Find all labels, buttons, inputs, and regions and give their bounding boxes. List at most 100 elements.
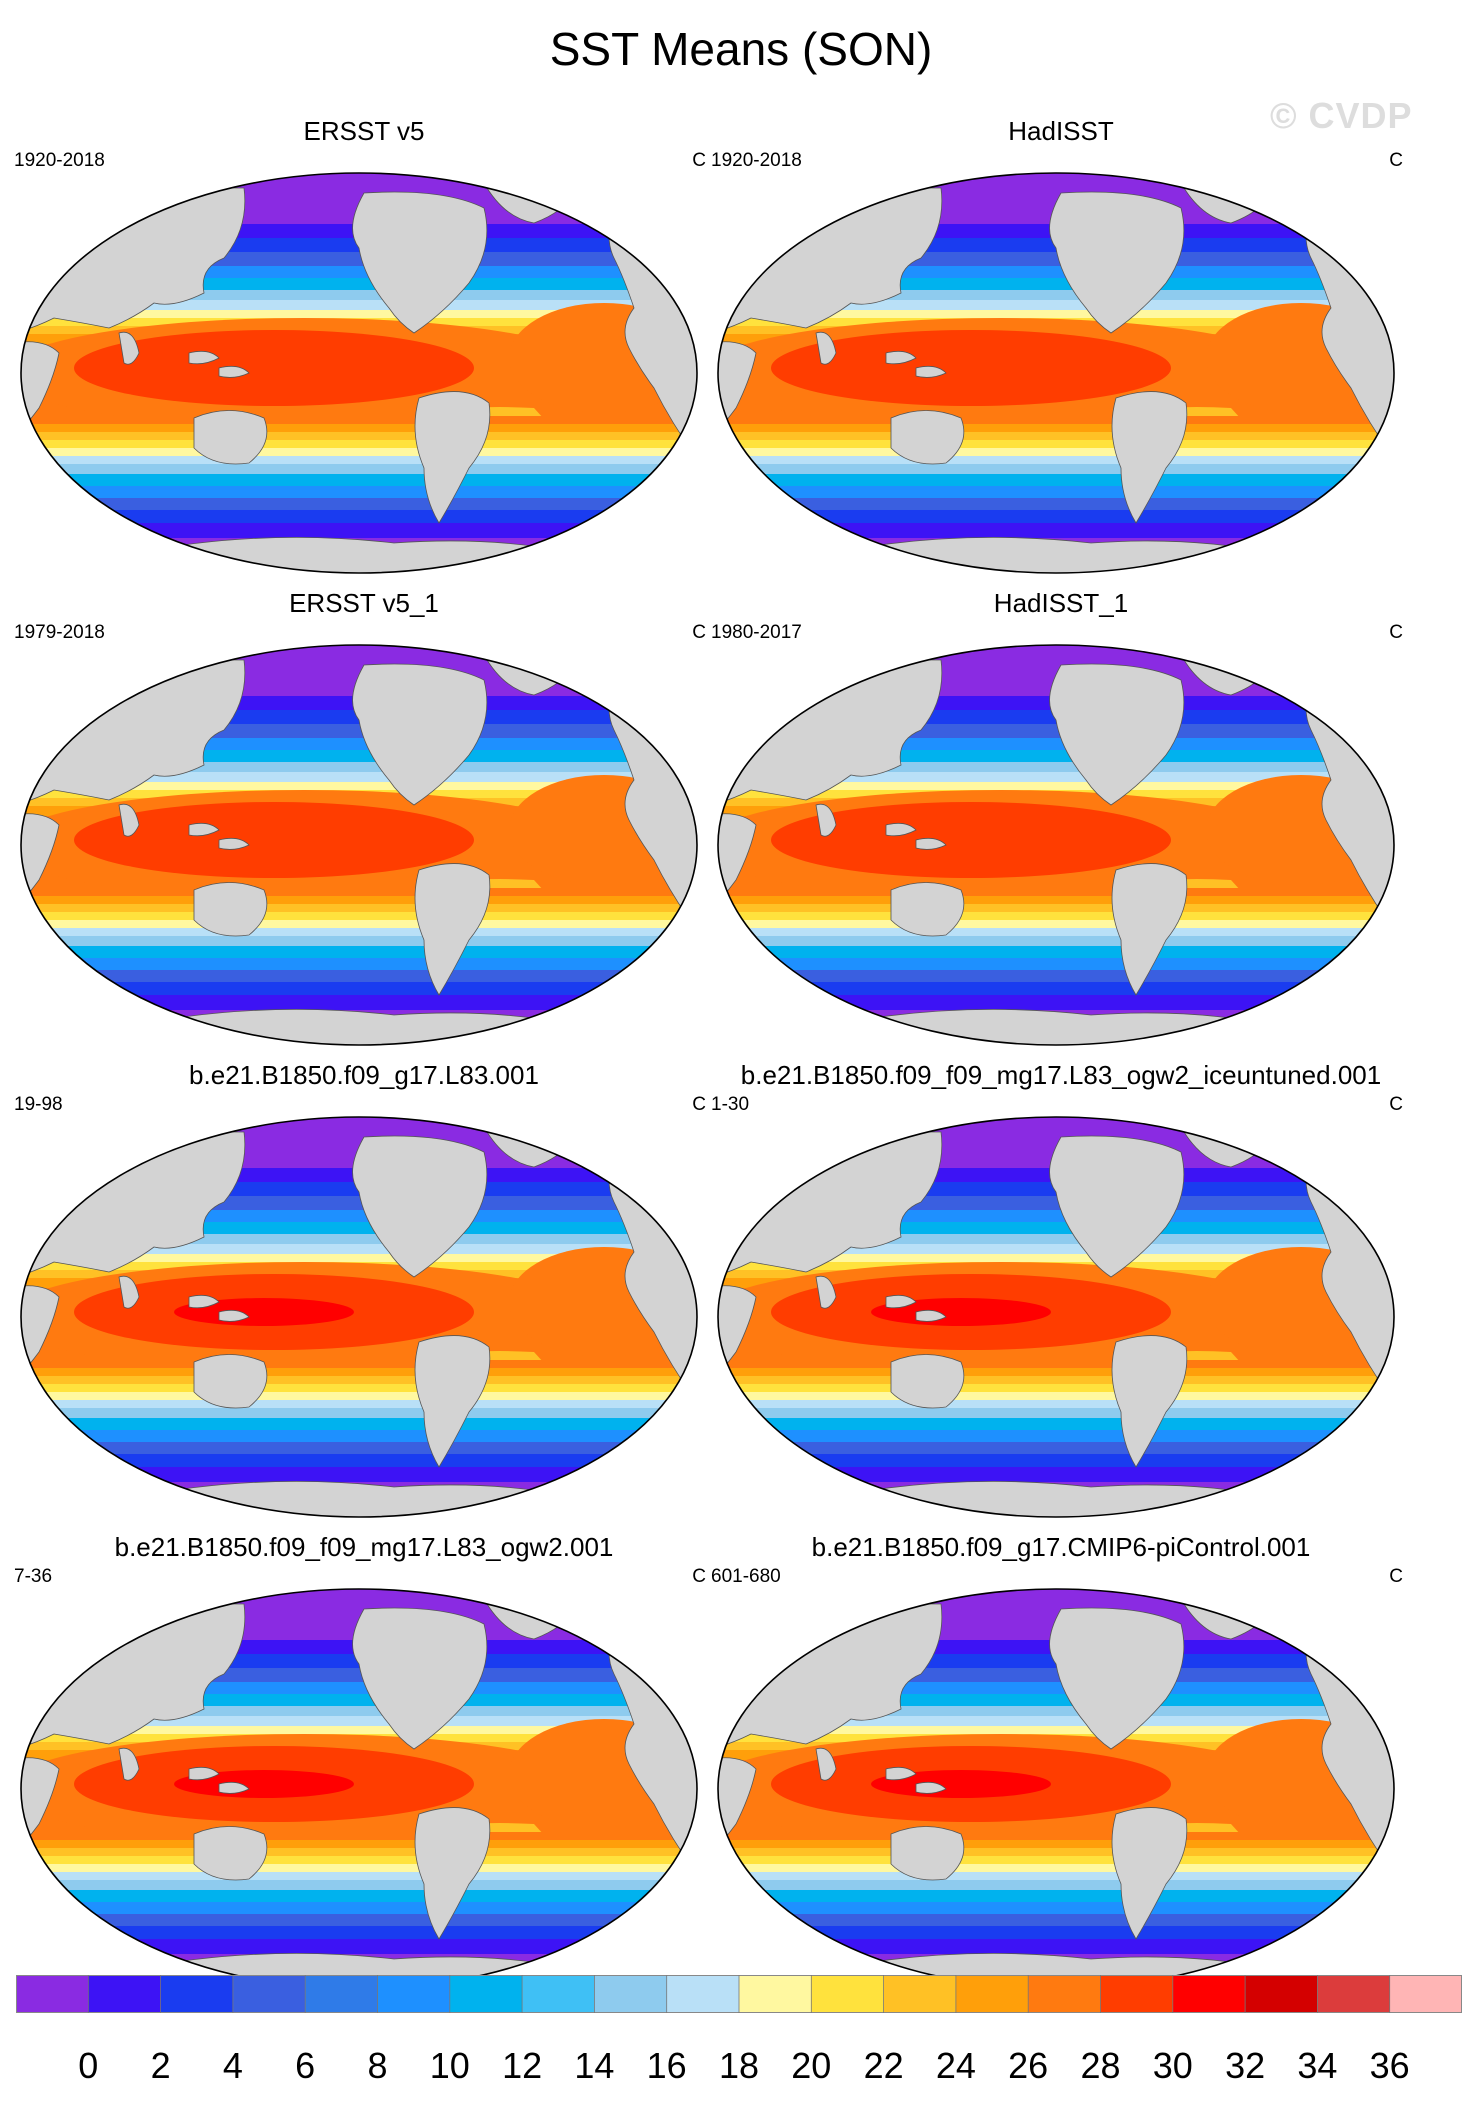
colorbar-swatch xyxy=(1028,1975,1101,2013)
sst-stripe xyxy=(21,510,697,523)
sst-stripe xyxy=(718,1360,1394,1368)
land-mass xyxy=(193,1826,268,1881)
land-mass xyxy=(133,1480,575,1517)
sst-stripe xyxy=(21,1442,697,1454)
sst-map xyxy=(717,1588,1395,1990)
colorbar-tick-label: 2 xyxy=(150,2045,171,2086)
sst-map xyxy=(717,172,1395,574)
sst-stripe xyxy=(21,448,697,456)
land-mass xyxy=(118,331,140,365)
land-mass xyxy=(915,365,947,378)
map-outline xyxy=(717,172,1395,574)
land-mass xyxy=(118,803,140,837)
panel-years: 1979-2018 xyxy=(14,622,105,643)
panel-title: b.e21.B1850.f09_g17.L83.001 xyxy=(189,1060,539,1090)
sst-stripe xyxy=(21,1418,697,1430)
sst-stripe xyxy=(21,1890,697,1902)
sst-map xyxy=(717,1116,1395,1518)
sst-stripe xyxy=(21,1840,697,1848)
land-mass xyxy=(890,1826,965,1881)
sst-stripe xyxy=(21,1384,697,1392)
colorbar-swatch xyxy=(377,1975,451,2013)
map-panel: b.e21.B1850.f09_g17.CMIP6-piControl.001 6… xyxy=(711,1532,1411,2004)
colorbar-swatch xyxy=(449,1975,523,2013)
sst-stripe xyxy=(21,970,697,982)
sst-stripe xyxy=(21,1392,697,1400)
map-panel: HadISST 1920-2018 C xyxy=(711,116,1411,588)
colorbar-swatch xyxy=(88,1975,162,2013)
sst-stripe xyxy=(718,1392,1394,1400)
sst-stripe xyxy=(718,1467,1394,1482)
sst-stripe xyxy=(21,936,697,946)
sst-stripe xyxy=(718,928,1394,936)
land-mass xyxy=(815,1275,837,1309)
sst-stripe xyxy=(718,1914,1394,1926)
colorbar-swatch xyxy=(232,1975,306,2013)
land-mass xyxy=(193,410,268,465)
land-mass xyxy=(1049,191,1185,334)
panel-title: b.e21.B1850.f09_g17.CMIP6-piControl.001 xyxy=(811,1532,1311,1562)
colorbar-swatch xyxy=(955,1975,1029,2013)
land-mass xyxy=(352,1607,488,1750)
panel-years: 1980-2017 xyxy=(711,622,802,643)
land-mass xyxy=(1111,863,1188,996)
sst-stripe xyxy=(718,912,1394,920)
land-mass xyxy=(193,1354,268,1409)
sst-stripe xyxy=(718,448,1394,456)
sst-stripe xyxy=(21,920,697,928)
colorbar-tick-label: 24 xyxy=(935,2045,976,2086)
sst-stripe xyxy=(718,456,1394,464)
land-mass xyxy=(885,822,917,837)
sst-stripe xyxy=(718,1442,1394,1454)
sst-stripe xyxy=(21,1430,697,1442)
sst-stripe xyxy=(718,440,1394,448)
land-mass xyxy=(1111,1807,1188,1940)
panel-units: C xyxy=(1389,150,1403,171)
sst-stripe xyxy=(718,432,1394,440)
map-outline xyxy=(20,172,698,574)
land-mass xyxy=(414,1335,491,1468)
sst-stripe xyxy=(21,498,697,510)
sst-stripe xyxy=(718,896,1394,904)
warm-pool-core xyxy=(74,802,474,878)
sst-stripe xyxy=(718,1848,1394,1856)
sst-stripe xyxy=(718,1430,1394,1442)
sst-stripe xyxy=(21,946,697,958)
colorbar-tick-label: 16 xyxy=(646,2045,687,2086)
sst-stripe xyxy=(718,1384,1394,1392)
map-panel: ERSST v5 1920-2018 C xyxy=(14,116,714,588)
sst-stripe xyxy=(21,1408,697,1418)
sst-stripe xyxy=(718,1880,1394,1890)
colorbar-tick-label: 30 xyxy=(1152,2045,1193,2086)
panel-years: 19-98 xyxy=(14,1094,63,1115)
sst-stripe xyxy=(21,1939,697,1954)
land-mass xyxy=(218,1309,250,1322)
land-mass xyxy=(830,536,1272,573)
sst-stripe xyxy=(718,424,1394,432)
land-mass xyxy=(188,1294,220,1309)
land-mass xyxy=(188,350,220,365)
sst-stripe xyxy=(21,1368,697,1376)
sst-stripe xyxy=(21,486,697,498)
colorbar-swatch xyxy=(1317,1975,1391,2013)
panel-years: 1920-2018 xyxy=(14,150,105,171)
land-mass xyxy=(885,1766,917,1781)
land-mass xyxy=(815,331,837,365)
land-mass xyxy=(218,837,250,850)
sst-stripe xyxy=(21,474,697,486)
land-mass xyxy=(915,837,947,850)
sst-stripe xyxy=(718,1408,1394,1418)
land-mass xyxy=(133,1008,575,1045)
sst-stripe xyxy=(21,424,697,432)
land-mass xyxy=(915,1309,947,1322)
sst-stripe xyxy=(718,498,1394,510)
sst-stripe xyxy=(718,1418,1394,1430)
sst-stripe xyxy=(21,1832,697,1840)
sst-stripe xyxy=(718,936,1394,946)
colorbar-tick-label: 32 xyxy=(1225,2045,1266,2086)
map-panel: ERSST v5_1 1979-2018 C xyxy=(14,588,714,1060)
land-mass xyxy=(815,803,837,837)
colorbar-swatch xyxy=(1245,1975,1318,2013)
colorbar-tick-label: 26 xyxy=(1008,2045,1049,2086)
colorbar xyxy=(16,1975,1462,2013)
